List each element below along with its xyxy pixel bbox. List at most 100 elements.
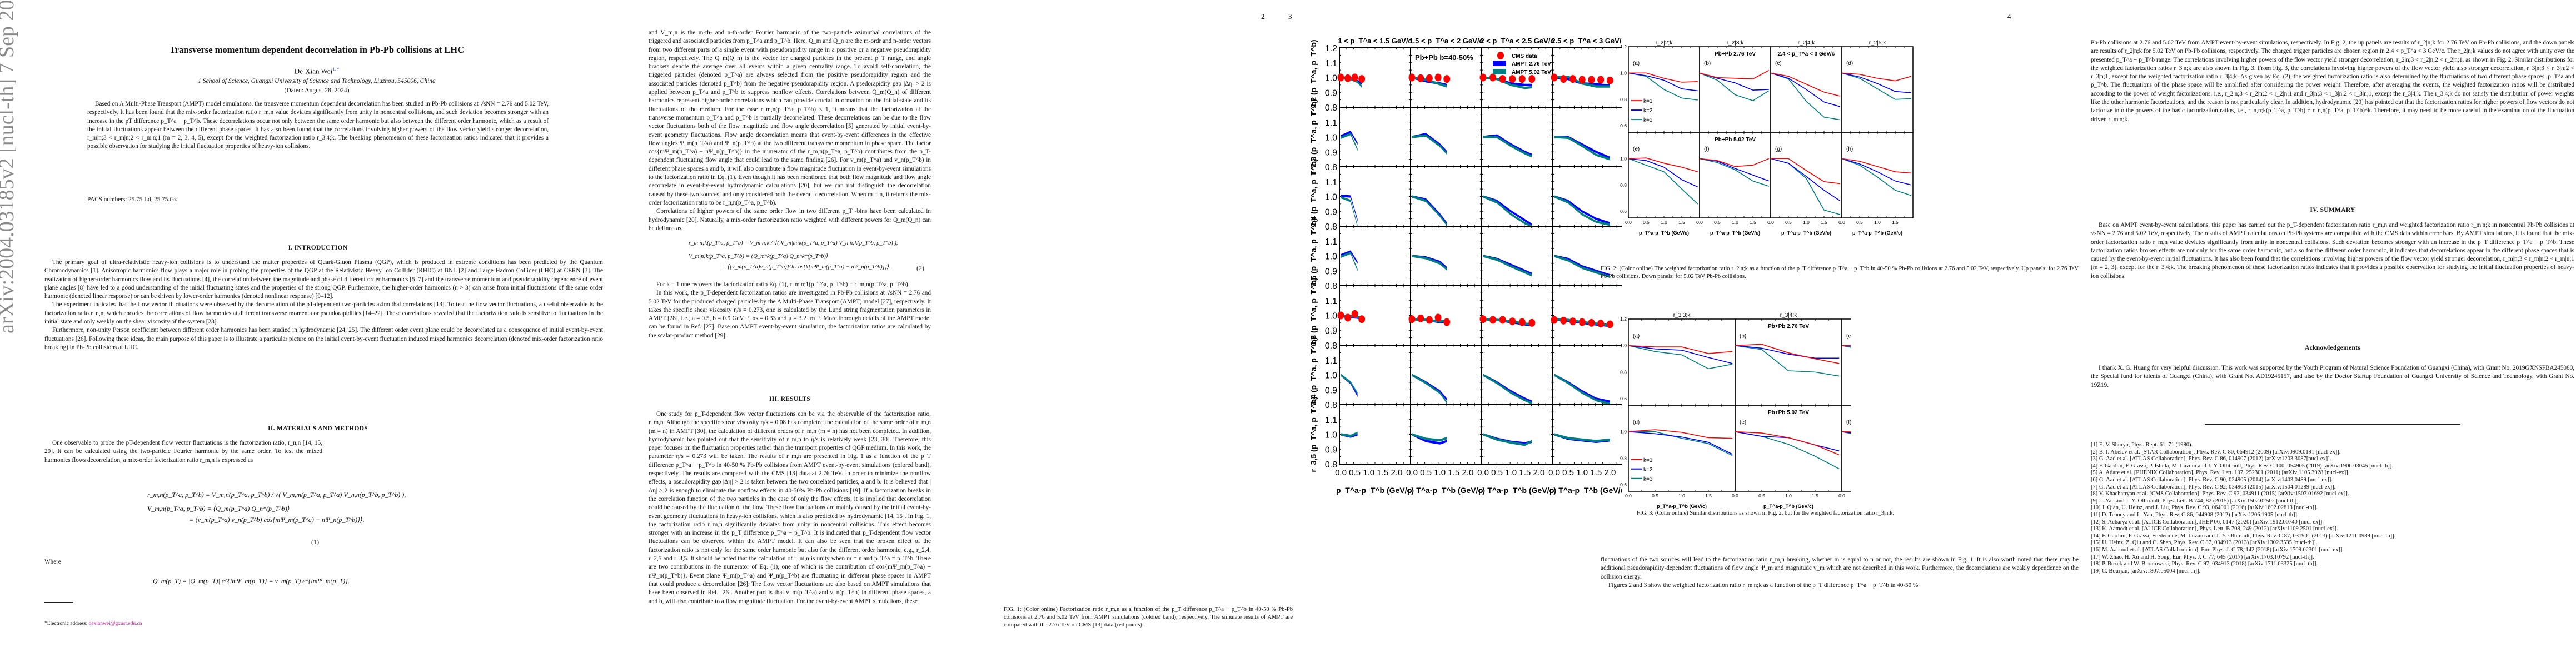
x-tick-label: 1.5 [1590, 468, 1602, 477]
ampt-502-band [1554, 255, 1610, 278]
email-link[interactable]: dexianwei@gxust.edu.cn [88, 621, 142, 626]
row-label: r_2,3 (p_T^a, p_T^b) [1309, 99, 1318, 175]
curve-k3 [1841, 345, 1851, 348]
y-tick-label: 0.8 [1620, 369, 1627, 375]
annotation: Pb+Pb 5.02 TeV [1715, 137, 1756, 143]
row-label: r_2,5 (p_T^a, p_T^b) [1309, 218, 1318, 293]
x-tick-label: 1.0 [1505, 468, 1517, 477]
y-tick-label: 0.8 [1620, 182, 1627, 188]
x-tick-label: 0.0 [1406, 468, 1418, 477]
reference-item: [19] C. Bourjau, [arXiv:1807.05004 [nucl… [2091, 568, 2201, 574]
cms-data-point [1528, 318, 1536, 327]
panel [1410, 166, 1482, 227]
cms-data-point [1434, 73, 1442, 82]
x-tick-label: 0.0 [1696, 220, 1703, 225]
curve-k3 [1770, 158, 1841, 215]
panel-frame [1735, 405, 1842, 492]
ampt-502-band [1412, 134, 1447, 155]
cms-data-point [1499, 316, 1506, 324]
paragraph: In this work, the p_T-dependent factoriz… [649, 290, 931, 339]
equation-2-line-2: V_m|n;k(p_T^a, p_T^b) = ⟨Q_m^k(p_T^a) Q_… [689, 253, 828, 260]
equation-q: Q_m(p_T) = |Q_m(p_T)| e^{imΨ_m(p_T)} = v… [153, 577, 350, 585]
x-tick-label: 1.0 [1363, 468, 1374, 477]
footnote-label: *Electronic address: [44, 621, 89, 626]
x-tick-label: 2.0 [1391, 468, 1402, 477]
x-tick-label: 0.0 [1767, 220, 1774, 225]
curve-k2 [1770, 158, 1841, 201]
cms-data-point [1358, 315, 1366, 323]
curve-k3 [1841, 431, 1851, 434]
legend-label: k=3 [1643, 476, 1653, 482]
panel [1339, 166, 1411, 228]
x-tick-label: 0.5 [1856, 220, 1863, 225]
y-tick-label: 1.0 [1620, 70, 1627, 76]
y-tick-label: 1.0 [1620, 156, 1627, 161]
cms-data-point [1588, 76, 1595, 84]
x-tick-label: 1.5 [1821, 220, 1827, 225]
y-tick-label: 0.9 [1325, 386, 1337, 395]
x-tick-label: 0.0 [1335, 468, 1347, 477]
curve-k3 [1628, 431, 1733, 456]
paragraph: fluctuations of the two sources will lea… [1601, 556, 2079, 580]
curve-k2 [1628, 72, 1698, 92]
panel-frame [1410, 404, 1482, 465]
annotation: Pb+Pb 2.76 TeV [1715, 51, 1756, 57]
curve-k3 [1628, 158, 1698, 205]
column-title: r_2|3;k [1727, 40, 1744, 46]
reference-item: [5] A. Adare et al. [PHENIX Collaboratio… [2091, 470, 2350, 476]
legend-label: AMPT 2.76 TeV [1512, 61, 1551, 67]
cms-data-point [1606, 76, 1613, 84]
x-tick-label: 0.0 [1625, 220, 1632, 225]
y-tick-label: 0.6 [1620, 482, 1627, 487]
y-tick-label: 1.2 [1620, 44, 1627, 49]
panel [1339, 107, 1411, 167]
panel: (b) [1699, 46, 1771, 133]
cms-data-point [1597, 76, 1605, 84]
equation-2-number: (2) [916, 264, 924, 272]
x-tick-label: 1.5 [1705, 493, 1712, 499]
panel: (f) [1841, 405, 1851, 492]
cms-data-point [1569, 317, 1576, 326]
curve-k2 [1628, 345, 1733, 364]
author-name: De-Xian Wei [294, 67, 333, 76]
cms-data-point [1443, 318, 1451, 326]
legend-ampt502-swatch [1493, 69, 1506, 74]
column-title: r_2|5;k [1869, 40, 1886, 46]
curve-k1 [1628, 345, 1733, 354]
x-tick-label: 1.0 [1874, 220, 1881, 225]
panel-label: (e) [1740, 419, 1746, 425]
panel [1481, 166, 1553, 228]
curve-k2 [1841, 72, 1911, 93]
section-results: III. RESULTS [769, 396, 811, 402]
curve-k3 [1699, 158, 1770, 187]
cms-data-point [1578, 318, 1586, 326]
ampt-276-band [1341, 130, 1358, 145]
ampt-276-band [1412, 433, 1447, 445]
page-number: 4 [2007, 12, 2011, 21]
panel [1339, 226, 1411, 286]
panel-frame [1841, 318, 1851, 406]
column-title: 2 < p_T^a < 2.5 GeV/c [1480, 37, 1554, 45]
ampt-276-band [1554, 76, 1610, 87]
ampt-502-band [1554, 136, 1610, 161]
figure-2: r_2|2;k r_2|3;k r_2|4;k r_2|5;k (a) (b) (c) (d)… [1620, 40, 1914, 236]
x-axis-label: p_T^a-p_T^b (GeV/c) [1407, 486, 1485, 495]
column-title: 1 < p_T^a < 1.5 GeV/c [1338, 37, 1412, 45]
equation-1-line-2: V_m,n(p_T^a, p_T^b) = ⟨Q_m(p_T^a) Q_n*(p… [147, 505, 290, 512]
panel-frame [1339, 226, 1411, 286]
reference-item: [9] L. Yan and J.-Y. Ollitrault, Phys. L… [2091, 497, 2300, 504]
y-tick-label: 0.8 [1325, 103, 1337, 113]
section-methods: II. MATERIALS AND METHODS [268, 425, 368, 432]
references-rule [2205, 424, 2460, 425]
x-axis-label: p_T^a-p_T^b (GeV/c) [1336, 486, 1414, 495]
panel [1479, 285, 1553, 346]
x-tick-label: 1.5 [1519, 468, 1531, 477]
annotation: Pb+Pb 2.76 TeV [1768, 323, 1809, 330]
x-tick-label: 1.0 [1803, 220, 1810, 225]
panel [1551, 285, 1622, 346]
panel-frame [1339, 345, 1411, 405]
introduction-text: The primary goal of ultra-relativistic h… [44, 258, 603, 352]
ampt-502-band [1341, 252, 1358, 272]
reference-item: [17] W. Zhao, H. Xu and H. Song, Eur. Ph… [2091, 554, 2314, 560]
cms-data-point [1408, 73, 1416, 82]
